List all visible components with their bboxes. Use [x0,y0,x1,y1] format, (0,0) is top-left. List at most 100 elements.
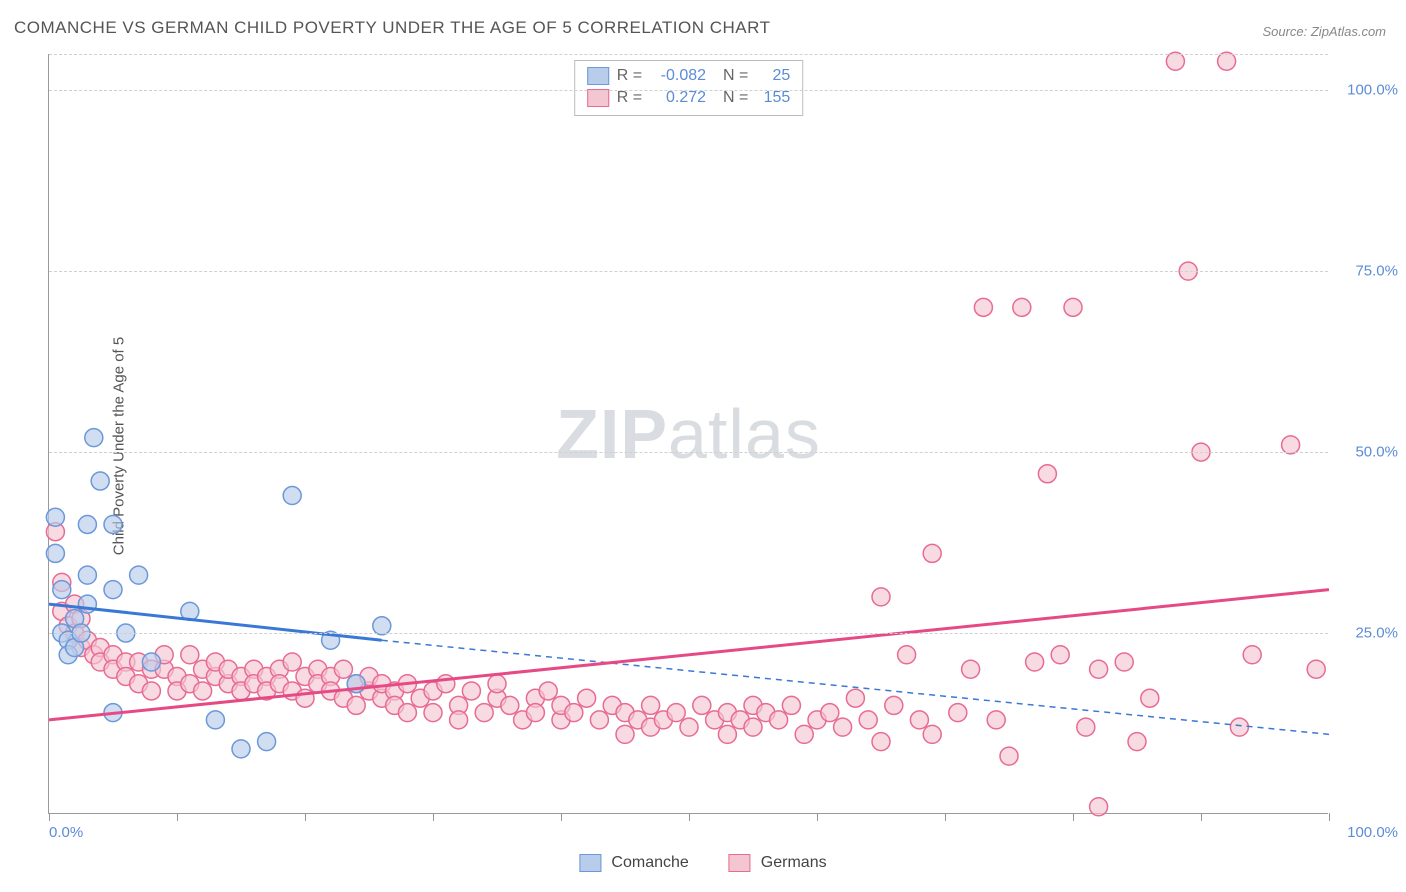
source-attribution: Source: ZipAtlas.com [1262,24,1386,39]
scatter-point [142,682,160,700]
scatter-point [1013,298,1031,316]
scatter-point [910,711,928,729]
y-tick-label: 100.0% [1347,82,1398,99]
r-label: R = [617,65,642,87]
scatter-point [462,682,480,700]
legend-label-comanche: Comanche [611,854,688,872]
scatter-point [424,704,442,722]
scatter-point [718,725,736,743]
scatter-point [1038,465,1056,483]
scatter-point [1026,653,1044,671]
scatter-point [821,704,839,722]
x-tick [433,813,434,821]
scatter-point [46,544,64,562]
n-label: N = [714,65,748,87]
gridline [49,54,1328,55]
scatter-point [565,704,583,722]
germans-swatch [587,89,609,107]
scatter-point [78,566,96,584]
scatter-point [1243,646,1261,664]
scatter-point [78,515,96,533]
scatter-point [1115,653,1133,671]
gridline [49,90,1328,91]
gridline [49,633,1328,634]
scatter-point [590,711,608,729]
scatter-point [1064,298,1082,316]
bottom-legend: Comanche Germans [579,854,826,872]
scatter-point [795,725,813,743]
scatter-point [46,508,64,526]
scatter-point [872,733,890,751]
scatter-point [232,740,250,758]
x-tick-label-max: 100.0% [1347,824,1398,841]
scatter-plot-area: ZIPatlas R = -0.082 N = 25 R = 0.272 N =… [48,54,1328,814]
scatter-point [206,711,224,729]
x-tick [49,813,50,821]
comanche-swatch [587,67,609,85]
scatter-point [475,704,493,722]
scatter-point [898,646,916,664]
scatter-point [258,733,276,751]
scatter-point [1090,660,1108,678]
scatter-point [1000,747,1018,765]
scatter-point [667,704,685,722]
scatter-point [770,711,788,729]
x-tick [177,813,178,821]
y-tick-label: 25.0% [1355,625,1398,642]
scatter-point [283,487,301,505]
legend-label-germans: Germans [761,854,827,872]
comanche-n-value: 25 [756,65,790,87]
x-tick [1073,813,1074,821]
legend-item-comanche: Comanche [579,854,688,872]
correlation-stats-box: R = -0.082 N = 25 R = 0.272 N = 155 [574,60,804,116]
gridline [49,452,1328,453]
y-tick-label: 50.0% [1355,444,1398,461]
legend-item-germans: Germans [729,854,827,872]
scatter-point [181,646,199,664]
scatter-point [53,581,71,599]
scatter-point [616,725,634,743]
germans-swatch [729,854,751,872]
stats-row-comanche: R = -0.082 N = 25 [587,65,791,87]
scatter-point [693,696,711,714]
scatter-point [1141,689,1159,707]
scatter-point [1051,646,1069,664]
scatter-point [1090,798,1108,816]
scatter-point [85,429,103,447]
x-tick [1329,813,1330,821]
scatter-point [987,711,1005,729]
scatter-point [104,581,122,599]
scatter-point [142,653,160,671]
scatter-point [642,696,660,714]
scatter-point [1128,733,1146,751]
trendline [49,604,382,640]
x-tick [945,813,946,821]
scatter-point [1230,718,1248,736]
comanche-swatch [579,854,601,872]
scatter-point [744,718,762,736]
scatter-point [949,704,967,722]
plot-svg [49,54,1328,813]
scatter-point [130,566,148,584]
scatter-point [974,298,992,316]
scatter-point [526,704,544,722]
x-tick [561,813,562,821]
scatter-point [450,711,468,729]
x-tick [689,813,690,821]
scatter-point [398,704,416,722]
scatter-point [782,696,800,714]
chart-title: COMANCHE VS GERMAN CHILD POVERTY UNDER T… [14,18,771,38]
scatter-point [194,682,212,700]
scatter-point [962,660,980,678]
x-tick [817,813,818,821]
scatter-point [334,660,352,678]
scatter-point [680,718,698,736]
scatter-point [347,696,365,714]
scatter-point [885,696,903,714]
scatter-point [872,588,890,606]
gridline [49,271,1328,272]
scatter-point [834,718,852,736]
y-tick-label: 75.0% [1355,263,1398,280]
scatter-point [846,689,864,707]
x-tick [1201,813,1202,821]
